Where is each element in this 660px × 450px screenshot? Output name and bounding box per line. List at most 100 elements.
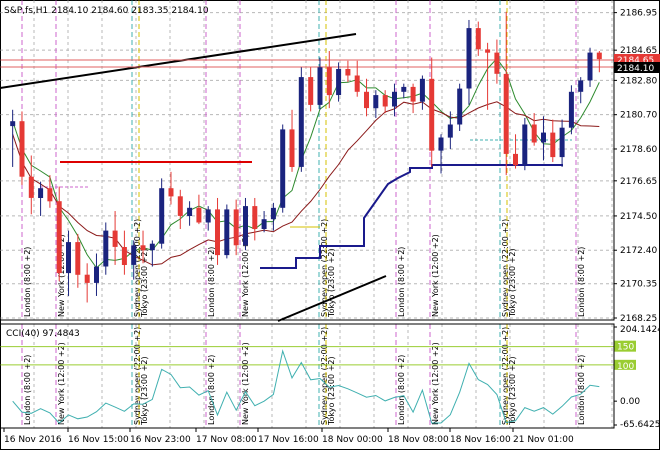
candle-body bbox=[205, 209, 211, 223]
x-tick-label: 18 Nov 00:00 bbox=[322, 435, 383, 445]
cci-y-tick-label: -65.6425 bbox=[620, 420, 660, 430]
session-label-main: Sydney open (22:00 +2) bbox=[320, 219, 329, 317]
drawn-objects bbox=[0, 33, 614, 322]
session-label-main: Tokyo (23:00 +2) bbox=[140, 248, 149, 318]
y-tick-label: 2180.70 bbox=[620, 111, 657, 121]
x-tick-label: 17 Nov 16:00 bbox=[258, 435, 319, 445]
session-label-main: New York (12:00 +2) bbox=[241, 234, 250, 317]
candle-body bbox=[531, 124, 537, 143]
candle-body bbox=[578, 80, 584, 92]
candle-body bbox=[66, 242, 71, 274]
candle-body bbox=[243, 206, 248, 246]
candle-body bbox=[419, 78, 425, 102]
y-tick-label: 2168.25 bbox=[620, 314, 657, 324]
candle-body bbox=[10, 121, 16, 127]
cci-line bbox=[12, 349, 600, 424]
candle-body bbox=[47, 188, 53, 202]
candle-body bbox=[373, 95, 379, 109]
session-label-cci: London (8:00 +2) bbox=[23, 355, 32, 425]
session-label-cci: Sydney open (22:00 +2) bbox=[320, 327, 329, 425]
y-tick-label: 2182.80 bbox=[620, 76, 657, 86]
price-badge-bg bbox=[614, 54, 660, 65]
candle-body bbox=[364, 91, 369, 109]
price-badge-bid: 2184.10 bbox=[617, 64, 654, 74]
candle-body bbox=[522, 124, 528, 166]
session-label-main: Sydney open (22:00 +2) bbox=[501, 219, 510, 317]
session-label-main: London (8:00 +2) bbox=[577, 247, 586, 317]
x-tick-label: 16 Nov 23:00 bbox=[130, 435, 191, 445]
candle-body bbox=[270, 207, 276, 220]
candle-body bbox=[550, 132, 556, 158]
moving-averages bbox=[12, 57, 600, 269]
grid bbox=[0, 0, 614, 428]
x-tick-label: 17 Nov 08:00 bbox=[196, 435, 257, 445]
y-tick-label: 2170.35 bbox=[620, 280, 657, 290]
candle-body bbox=[28, 176, 34, 198]
candle-body bbox=[159, 188, 165, 244]
stepped-trailing-line bbox=[260, 164, 563, 269]
candle-body bbox=[121, 247, 127, 265]
session-label-cci: Tokyo (23:00 +2) bbox=[508, 356, 517, 426]
candle-body bbox=[112, 230, 118, 247]
candle-body bbox=[541, 132, 546, 143]
candle-body bbox=[84, 274, 90, 283]
candle-body bbox=[131, 245, 137, 265]
session-label-main: Tokyo (23:00 +2) bbox=[508, 248, 517, 318]
x-tick-label: 18 Nov 16:00 bbox=[450, 435, 511, 445]
candle-body bbox=[596, 52, 602, 60]
candle-body bbox=[38, 188, 44, 198]
candle-body bbox=[410, 86, 416, 102]
cci-level-badge bbox=[614, 359, 636, 370]
cci-y-tick-label: 0.00 bbox=[620, 397, 640, 407]
trendline-upper bbox=[0, 33, 357, 89]
y-tick-label: 2172.40 bbox=[620, 246, 657, 256]
candle-body bbox=[298, 77, 304, 167]
candle-body bbox=[261, 219, 267, 229]
candle-body bbox=[438, 137, 444, 151]
x-tick-label: 16 Nov 2016 bbox=[4, 435, 62, 445]
candle-body bbox=[187, 207, 193, 216]
session-label-main: London (8:00 +2) bbox=[207, 247, 216, 317]
candle-body bbox=[224, 209, 230, 256]
candle-body bbox=[485, 49, 491, 53]
session-label-main: London (8:00 +2) bbox=[397, 247, 406, 317]
candle-body bbox=[354, 75, 360, 92]
session-label-main: New York (12:00 +2) bbox=[57, 234, 66, 317]
candle-body bbox=[326, 67, 332, 96]
cci-indicator: 150 100 204.1424 0.00 -65.6425 bbox=[0, 325, 660, 430]
candle-body bbox=[345, 69, 351, 76]
x-tick-label: 18 Nov 08:00 bbox=[388, 435, 449, 445]
session-label-cci: Tokyo (23:00 +2) bbox=[327, 356, 336, 426]
candle-body bbox=[308, 77, 314, 105]
ma-slow-line bbox=[12, 101, 600, 266]
candle-body bbox=[317, 67, 323, 105]
candle-body bbox=[252, 206, 258, 229]
candle-body bbox=[56, 201, 62, 274]
y-tick-label: 2174.50 bbox=[620, 212, 657, 222]
candle-body bbox=[503, 73, 509, 154]
y-tick-label: 2178.60 bbox=[620, 145, 657, 155]
candle-body bbox=[140, 245, 146, 251]
candle-body bbox=[568, 91, 574, 128]
candle-body bbox=[513, 153, 518, 166]
session-label-cci: Sydney open (22:00 +2) bbox=[501, 327, 510, 425]
session-label-main: Tokyo (23:00 +2) bbox=[327, 248, 336, 318]
session-label-cci: London (8:00 +2) bbox=[207, 355, 216, 425]
session-label-cci: New York (12:00 +2) bbox=[431, 342, 440, 425]
candle-body bbox=[401, 86, 407, 92]
candle-body bbox=[19, 121, 25, 177]
candle-body bbox=[215, 209, 220, 256]
cci-label: CCI(40) 97.4843 bbox=[6, 329, 80, 339]
candle-body bbox=[168, 188, 174, 197]
candle-body bbox=[149, 243, 155, 251]
candle-body bbox=[196, 207, 202, 223]
session-label-cci: Sydney open (22:00 +2) bbox=[133, 327, 142, 425]
chart-header: S&P,fs,H1 2184.10 2184.60 2183.35 2184.1… bbox=[4, 6, 209, 16]
session-label-cci: New York (12:00 +2) bbox=[241, 342, 250, 425]
ma-fast-line bbox=[12, 57, 600, 269]
cci-plot-border bbox=[0, 323, 615, 429]
candle-body bbox=[392, 91, 397, 107]
axes bbox=[0, 0, 615, 429]
